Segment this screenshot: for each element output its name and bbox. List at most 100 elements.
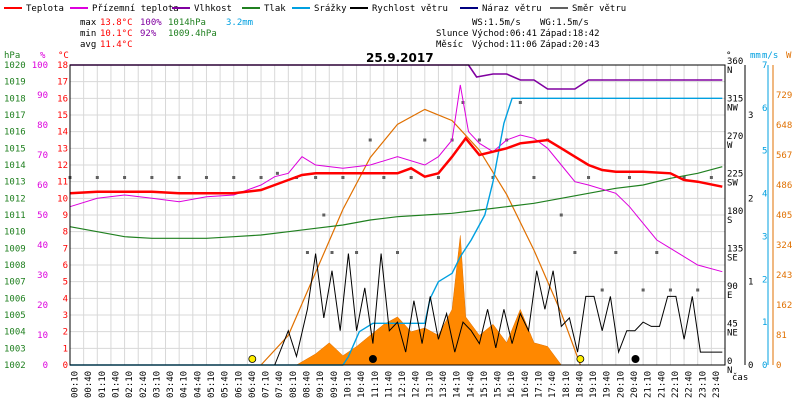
tick-label-hpa: 1012 [4,194,26,204]
legend-item-humidity: Vlhkost [172,4,232,14]
tick-label-deg: 360 [727,57,743,67]
legend-item-wind-direction: Směr větru [550,4,626,14]
legend-item-rain: Srážky [292,4,347,14]
tick-label-hpa: 1002 [4,361,26,371]
tick-label-hpa: 1016 [4,128,26,138]
stats-block: max 13.8°C 100% 1014hPa 3.2mm min 10.1°C… [80,18,600,50]
tick-label-time: 08:40 [303,371,313,398]
legend-item-wind-speed: Rychlost větru [350,4,448,14]
tick-label-c: 16 [57,94,68,104]
plot-area [68,64,723,366]
stats-sun-rise: Východ:06:41 [472,29,537,39]
tick-label-time: 04:10 [180,371,190,398]
tick-label-w: 81 [776,331,787,341]
tick-label-c: 5 [63,278,68,288]
tick-label-w: 324 [776,241,792,251]
tick-label-time: 00:10 [71,371,81,398]
tick-label-pct: 0 [43,361,48,371]
tick-label-mm: 2 [748,194,753,204]
series-wind-direction-point [491,176,495,179]
chart-date-title: 25.9.2017 [366,51,434,65]
series-solar-theoretical [260,108,581,366]
tick-label-pct: 50 [37,211,48,221]
tick-label-hpa: 1003 [4,344,26,354]
tick-label-deg: 315 [727,95,743,105]
tick-label-w: 0 [776,361,781,371]
stats-min-press: 1009.4hPa [168,29,217,39]
stats-min-temp: 10.1°C [100,29,133,39]
tick-label-c: 3 [63,311,68,321]
series-wind-direction-point [627,176,631,179]
series-pressure [69,166,723,239]
tick-label-ms: 3 [762,232,767,242]
tick-label-time: 08:10 [289,371,299,398]
stats-max-temp: 13.8°C [100,18,133,28]
tick-label-time: 12:10 [398,371,408,398]
svg-text:Směr větru: Směr větru [572,4,626,14]
tick-label-hpa: 1006 [4,294,26,304]
tick-label-time: 16:10 [507,371,517,398]
tick-label-time: 21:10 [644,371,654,398]
tick-label-time: 06:40 [248,371,258,398]
tick-label-hpa: 1008 [4,261,26,271]
tick-label-hpa: 1010 [4,228,26,238]
tick-label-dir: NW [727,104,738,114]
series-wind-direction-point [655,251,659,254]
tick-label-time: 19:10 [589,371,599,398]
tick-label-time: 09:10 [316,371,326,398]
tick-label-hpa: 1004 [4,328,26,338]
tick-label-time: 21:40 [657,371,667,398]
series-wind-direction-point [682,176,686,179]
series-wind-direction-point [322,213,326,217]
tick-label-c: 4 [63,294,68,304]
tick-label-c: 9 [63,211,68,221]
series-wind-direction-point [123,176,127,179]
tick-label-ms: 7 [762,61,767,71]
tick-label-ms: 0 [762,361,767,371]
tick-label-dir: W [727,141,733,151]
tick-label-mm: 0 [748,361,753,371]
tick-label-hpa: 1014 [4,161,26,171]
tick-label-w: 729 [776,91,792,101]
series-wind-direction-point [614,251,618,254]
tick-label-c: 12 [57,161,68,171]
tick-label-deg: 225 [727,170,743,180]
plot-frame [69,64,726,366]
tick-label-hpa: 1015 [4,144,26,154]
tick-label-time: 10:10 [343,371,353,398]
tick-label-ms: 1 [762,318,767,328]
sun-sunset-marker [576,355,585,363]
tick-label-pct: 100 [32,61,48,71]
tick-label-time: 07:40 [275,371,285,398]
tick-label-time: 16:40 [521,371,531,398]
tick-label-time: 15:40 [494,371,504,398]
tick-label-time: 17:10 [535,371,545,398]
tick-label-hpa: 1019 [4,78,26,88]
axis-ticks: 1002100310041005100610071008100910101011… [4,57,792,398]
legend-item-pressure: Tlak [242,4,286,14]
tick-label-time: 01:40 [111,371,121,398]
svg-text:Srážky: Srážky [314,4,347,14]
tick-label-dir: SW [727,179,738,189]
series-wind-direction-point [314,176,318,179]
stats-avg-temp: 11.4°C [100,40,133,50]
series-wind-direction-point [668,288,672,292]
tick-label-pct: 60 [37,181,48,191]
tick-label-pct: 80 [37,121,48,131]
tick-label-dir: E [727,291,732,301]
tick-label-time: 10:40 [357,371,367,398]
tick-label-time: 22:40 [685,371,695,398]
series-wind-direction-point [355,251,359,254]
legend: Teplota Přízemní teplota Vlhkost Tlak Sr… [4,4,626,14]
tick-label-dir: N [727,366,732,376]
tick-label-deg: 180 [727,207,743,217]
stats-moon-label: Měsíc [436,40,463,50]
series-wind-direction-point [382,176,386,179]
series-wind-direction-point [330,251,334,254]
series-wind-direction-point [436,176,440,179]
tick-label-time: 23:10 [698,371,708,398]
tick-label-c: 18 [57,61,68,71]
sun-moon-markers [248,355,640,363]
tick-label-time: 04:40 [193,371,203,398]
series-wind-direction-point [641,288,645,292]
